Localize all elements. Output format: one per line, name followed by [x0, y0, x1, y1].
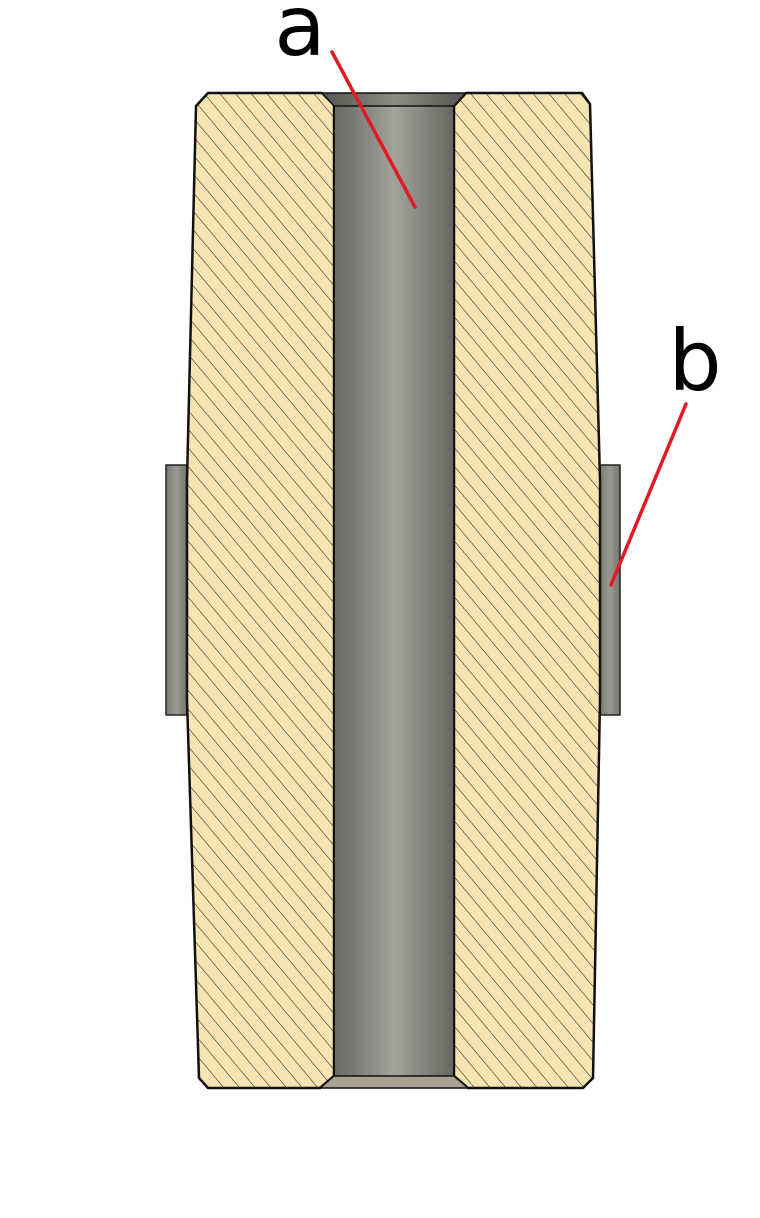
bottom-chamfer	[317, 1075, 471, 1089]
left-sleeve-ring	[165, 464, 188, 716]
top-chamfer	[320, 92, 468, 107]
leader-line-a	[330, 50, 417, 209]
bore	[334, 106, 454, 1076]
label-a: a	[274, 0, 325, 75]
left-wall-section	[185, 91, 336, 1090]
right-sleeve-ring	[599, 464, 621, 716]
leader-line-b	[609, 402, 688, 587]
label-b: b	[668, 312, 721, 410]
right-wall-section	[452, 91, 602, 1090]
